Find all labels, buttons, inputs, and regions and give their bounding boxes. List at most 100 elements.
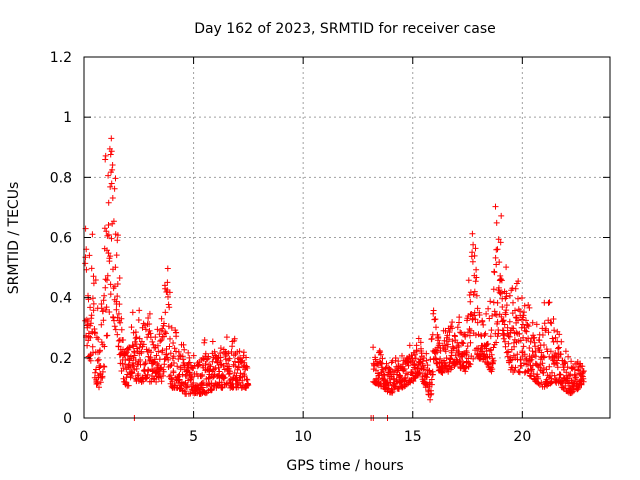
data-point: [155, 348, 162, 355]
x-tick-label: 20: [513, 429, 531, 445]
data-point: [526, 353, 533, 360]
data-point: [494, 299, 501, 306]
data-point: [510, 299, 516, 306]
data-point: [100, 317, 107, 324]
data-point: [465, 329, 471, 336]
data-point: [557, 351, 564, 358]
data-point: [87, 334, 94, 341]
data-point: [437, 347, 444, 354]
data-point: [164, 265, 171, 272]
data-point: [444, 332, 451, 339]
data-point: [535, 380, 542, 387]
data-point: [505, 349, 512, 356]
data-point: [433, 324, 439, 331]
data-point: [158, 378, 165, 385]
data-point: [498, 289, 505, 296]
data-point: [493, 339, 500, 346]
data-point: [539, 360, 546, 367]
data-point: [417, 339, 424, 346]
data-point: [543, 325, 549, 332]
data-point: [102, 152, 109, 159]
data-point: [515, 295, 521, 302]
data-point: [145, 315, 152, 321]
data-point: [165, 301, 172, 308]
data-point: [490, 344, 497, 351]
data-point: [98, 321, 105, 328]
data-point: [162, 329, 168, 335]
data-point: [434, 349, 440, 356]
x-tick-label: 0: [80, 429, 89, 445]
data-point: [106, 258, 113, 265]
data-point: [163, 351, 170, 358]
data-point: [512, 285, 519, 292]
data-point: [505, 333, 512, 340]
data-point: [92, 330, 99, 337]
data-point: [466, 332, 473, 339]
data-point: [144, 371, 151, 378]
data-point: [563, 369, 570, 376]
data-point: [105, 231, 112, 238]
data-point: [102, 306, 109, 313]
data-point: [541, 354, 548, 361]
data-point: [107, 281, 114, 288]
data-point: [521, 351, 528, 358]
data-point: [562, 359, 569, 366]
data-point: [228, 348, 235, 355]
data-point: [202, 361, 209, 367]
data-point: [522, 327, 529, 334]
data-point: [217, 345, 224, 352]
data-point: [110, 218, 117, 225]
data-point: [467, 361, 474, 368]
data-point: [529, 348, 536, 355]
data-point: [94, 380, 101, 387]
data-point: [497, 239, 504, 246]
data-point: [562, 348, 569, 355]
data-point: [466, 292, 473, 298]
data-point: [427, 396, 434, 403]
data-point: [473, 266, 480, 273]
y-tick-label: 1.2: [50, 50, 72, 66]
data-point: [123, 379, 130, 386]
data-point: [495, 284, 502, 291]
data-point: [114, 293, 121, 300]
data-point: [154, 342, 161, 349]
data-point: [226, 355, 233, 362]
data-point: [86, 252, 93, 259]
data-point: [203, 356, 210, 363]
chart-title: Day 162 of 2023, SRMTID for receiver cas…: [194, 21, 496, 37]
data-point: [205, 353, 212, 360]
data-point: [568, 358, 575, 365]
data-point: [107, 183, 114, 190]
data-point: [104, 232, 111, 239]
data-point: [532, 353, 539, 360]
data-point: [207, 363, 214, 370]
data-point: [168, 375, 174, 382]
data-point: [164, 279, 171, 286]
data-point: [449, 319, 456, 326]
data-point: [491, 268, 498, 275]
data-point: [550, 316, 557, 322]
data-point: [466, 360, 473, 367]
data-point: [102, 284, 109, 291]
data-point: [232, 363, 239, 370]
data-point: [494, 333, 501, 340]
data-point: [423, 357, 430, 364]
y-tick-label: 0.6: [50, 231, 72, 247]
data-point: [519, 295, 525, 301]
data-point: [156, 331, 163, 338]
data-point: [485, 305, 492, 312]
data-point: [552, 376, 559, 383]
data-point: [551, 372, 558, 379]
data-point: [474, 319, 481, 326]
data-point: [144, 374, 150, 381]
data-point: [240, 349, 247, 356]
data-point: [115, 337, 122, 344]
data-point: [429, 371, 436, 378]
data-point: [175, 348, 182, 355]
data-point: [104, 277, 110, 284]
data-point: [424, 362, 431, 369]
data-point: [526, 345, 533, 351]
data-point: [474, 305, 481, 312]
data-point: [485, 340, 491, 347]
data-point: [471, 252, 478, 259]
